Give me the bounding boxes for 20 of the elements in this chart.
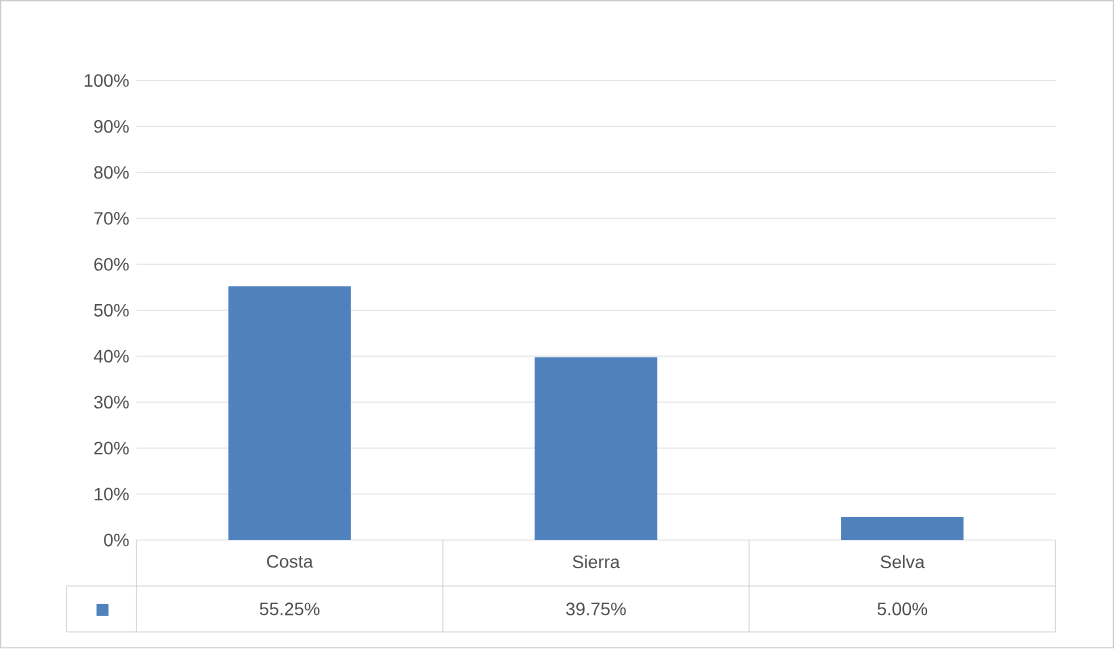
y-tick-label: 90% bbox=[94, 120, 129, 134]
y-tick-label: 20% bbox=[94, 441, 129, 455]
y-tick-label: 80% bbox=[94, 166, 129, 180]
y-tick-label: 40% bbox=[93, 350, 129, 363]
y-tick-label: 50% bbox=[94, 304, 129, 317]
x-tick-label: Sierra bbox=[572, 555, 620, 569]
y-tick-label: 100% bbox=[84, 74, 129, 88]
y-tick-label: 70% bbox=[94, 212, 129, 225]
x-tick-label: Selva bbox=[880, 555, 925, 569]
y-tick-label: 10% bbox=[94, 487, 129, 501]
y-tick-label: 30% bbox=[94, 396, 129, 409]
y-tick-label: 0% bbox=[104, 533, 129, 547]
bar bbox=[228, 286, 351, 541]
data-label: 39.75% bbox=[566, 602, 626, 616]
y-tick-label: 60% bbox=[94, 258, 129, 271]
x-tick-label: Costa bbox=[267, 555, 314, 569]
data-label: 55.25% bbox=[259, 602, 320, 616]
bar bbox=[534, 357, 658, 541]
bar bbox=[841, 517, 964, 541]
data-label: 5.00% bbox=[877, 602, 928, 616]
